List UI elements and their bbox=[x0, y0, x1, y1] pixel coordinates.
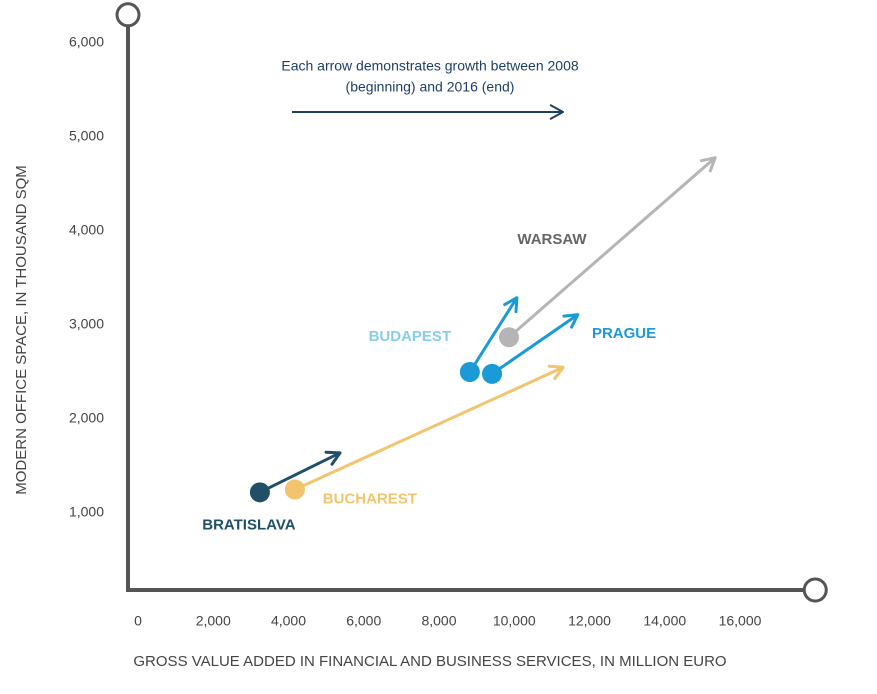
x-tick-label: 10,000 bbox=[493, 613, 536, 629]
x-tick-label: 12,000 bbox=[568, 613, 611, 629]
arrow-head bbox=[503, 296, 519, 314]
arrow bbox=[507, 156, 717, 339]
x-tick-label: 16,000 bbox=[719, 613, 762, 629]
series-label: WARSAW bbox=[517, 231, 587, 248]
series-label: BUCHAREST bbox=[323, 490, 417, 507]
x-axis-label: GROSS VALUE ADDED IN FINANCIAL AND BUSIN… bbox=[133, 653, 726, 670]
series-label: PRAGUE bbox=[592, 325, 656, 342]
arrow bbox=[468, 296, 519, 373]
y-tick-label: 3,000 bbox=[69, 316, 104, 332]
arrow bbox=[491, 313, 579, 376]
start-point bbox=[498, 327, 519, 348]
annotation: (beginning) and 2016 (end) bbox=[346, 79, 515, 95]
x-tick-label: 0 bbox=[134, 613, 142, 629]
x-tick-label: 4,000 bbox=[271, 613, 306, 629]
y-tick-label: 5,000 bbox=[69, 128, 104, 144]
annotation: Each arrow demonstrates growth between 2… bbox=[281, 58, 578, 74]
y-axis-label: MODERN OFFICE SPACE, IN THOUSAND SQM bbox=[13, 165, 30, 494]
x-tick-label: 14,000 bbox=[643, 613, 686, 629]
series-label: BUDAPEST bbox=[369, 328, 452, 345]
x-tick-label: 2,000 bbox=[196, 613, 231, 629]
y-tick-label: 1,000 bbox=[69, 504, 104, 520]
arrow-head bbox=[699, 156, 717, 173]
arrow-head bbox=[549, 104, 564, 120]
start-point bbox=[249, 482, 270, 503]
arrow-head bbox=[547, 364, 565, 381]
y-tick-label: 4,000 bbox=[69, 222, 104, 238]
axis-end bbox=[115, 2, 141, 28]
series-label: BRATISLAVA bbox=[202, 516, 295, 533]
arrow-head bbox=[324, 450, 342, 466]
x-tick-label: 8,000 bbox=[421, 613, 456, 629]
start-point bbox=[482, 363, 503, 384]
y-tick-label: 2,000 bbox=[69, 410, 104, 426]
arrow bbox=[294, 365, 564, 491]
start-point bbox=[284, 479, 305, 500]
arrow-head bbox=[562, 313, 580, 329]
axis-end bbox=[802, 577, 828, 603]
arrow bbox=[259, 451, 341, 494]
x-tick-label: 6,000 bbox=[346, 613, 381, 629]
start-point bbox=[459, 362, 480, 382]
y-tick-label: 6,000 bbox=[69, 34, 104, 50]
